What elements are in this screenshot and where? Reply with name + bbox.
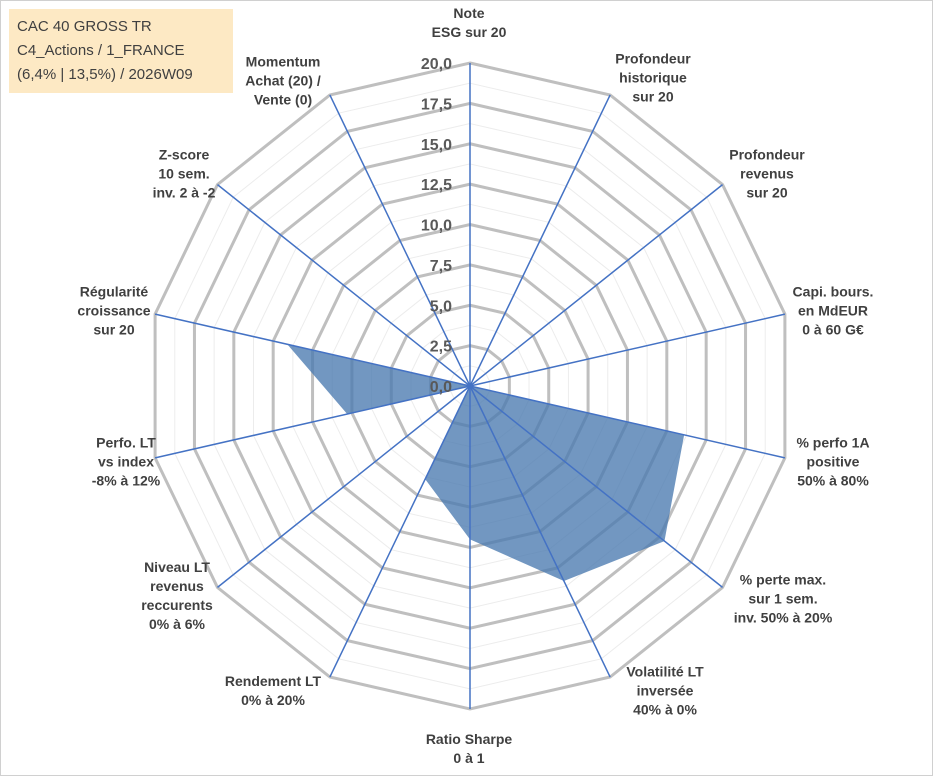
- axis-line: [154, 385, 471, 459]
- axis-line: [469, 385, 723, 588]
- tick-label: 12,5: [421, 177, 452, 194]
- axis-label-perfo-1a: % perfo 1A positive 50% à 80%: [796, 434, 870, 489]
- data-point: [286, 343, 288, 345]
- tick-label: 17,5: [421, 96, 452, 113]
- axis-line: [329, 94, 471, 387]
- title-line: CAC 40 GROSS TR: [17, 18, 152, 35]
- axis-label-rendement-lt: Rendement LT 0% à 20%: [224, 673, 322, 708]
- axis-label-ratio-sharpe: Ratio Sharpe 0 à 1: [425, 731, 513, 766]
- title-line: (6,4% | 13,5%) / 2026W09: [17, 66, 193, 83]
- chart-title-box: CAC 40 GROSS TR C4_Actions / 1_FRANCE (6…: [9, 9, 233, 93]
- axis-line: [329, 385, 471, 678]
- axis-line: [469, 184, 723, 387]
- tick-label: 20,0: [421, 56, 452, 73]
- axis-line: [469, 313, 786, 387]
- data-point: [346, 413, 348, 415]
- axis-line: [469, 385, 786, 459]
- data-point: [469, 538, 471, 540]
- tick-label: 0,0: [430, 379, 452, 396]
- axis-label-perfo-lt: Perfo. LT vs index -8% à 12%: [91, 434, 161, 489]
- axis-line: [217, 385, 471, 588]
- tick-label: 5,0: [430, 298, 452, 315]
- data-point: [424, 478, 426, 480]
- data-series-area: [287, 344, 685, 581]
- axis-label-profondeur-historique: Profondeur historique sur 20: [615, 50, 691, 105]
- axis-label-capi-bours: Capi. bours. en MdEUR 0 à 60 G€: [792, 283, 874, 338]
- title-line: C4_Actions / 1_FRANCE: [17, 42, 185, 59]
- axis-label-perte-max: % perte max. sur 1 sem. inv. 50% à 20%: [733, 571, 833, 626]
- axis-line: [469, 385, 611, 678]
- axis-line: [217, 184, 471, 387]
- axis-label-niveau-lt: Niveau LT revenus reccurents 0% à 6%: [141, 559, 213, 632]
- data-point: [563, 580, 565, 582]
- data-point: [683, 434, 685, 436]
- axis-line: [154, 313, 471, 387]
- axis-label-profondeur-revenus: Profondeur revenus sur 20: [729, 146, 805, 201]
- data-point: [469, 385, 471, 387]
- data-point: [663, 540, 665, 542]
- axis-label-regularite: Régularité croissance sur 20: [77, 283, 151, 338]
- axis-label-momentum: Momentum Achat (20) / Vente (0): [245, 53, 321, 108]
- tick-label: 2,5: [430, 339, 452, 356]
- axis-label-note-esg: Note ESG sur 20: [431, 5, 507, 40]
- tick-label: 15,0: [421, 137, 452, 154]
- axis-line: [469, 94, 611, 387]
- axis-label-volatilite: Volatilité LT inversée 40% à 0%: [626, 663, 704, 718]
- tick-label: 10,0: [421, 218, 452, 235]
- tick-label: 7,5: [430, 258, 452, 275]
- axis-label-z-score: Z-score 10 sem. inv. 2 à -2: [152, 146, 216, 201]
